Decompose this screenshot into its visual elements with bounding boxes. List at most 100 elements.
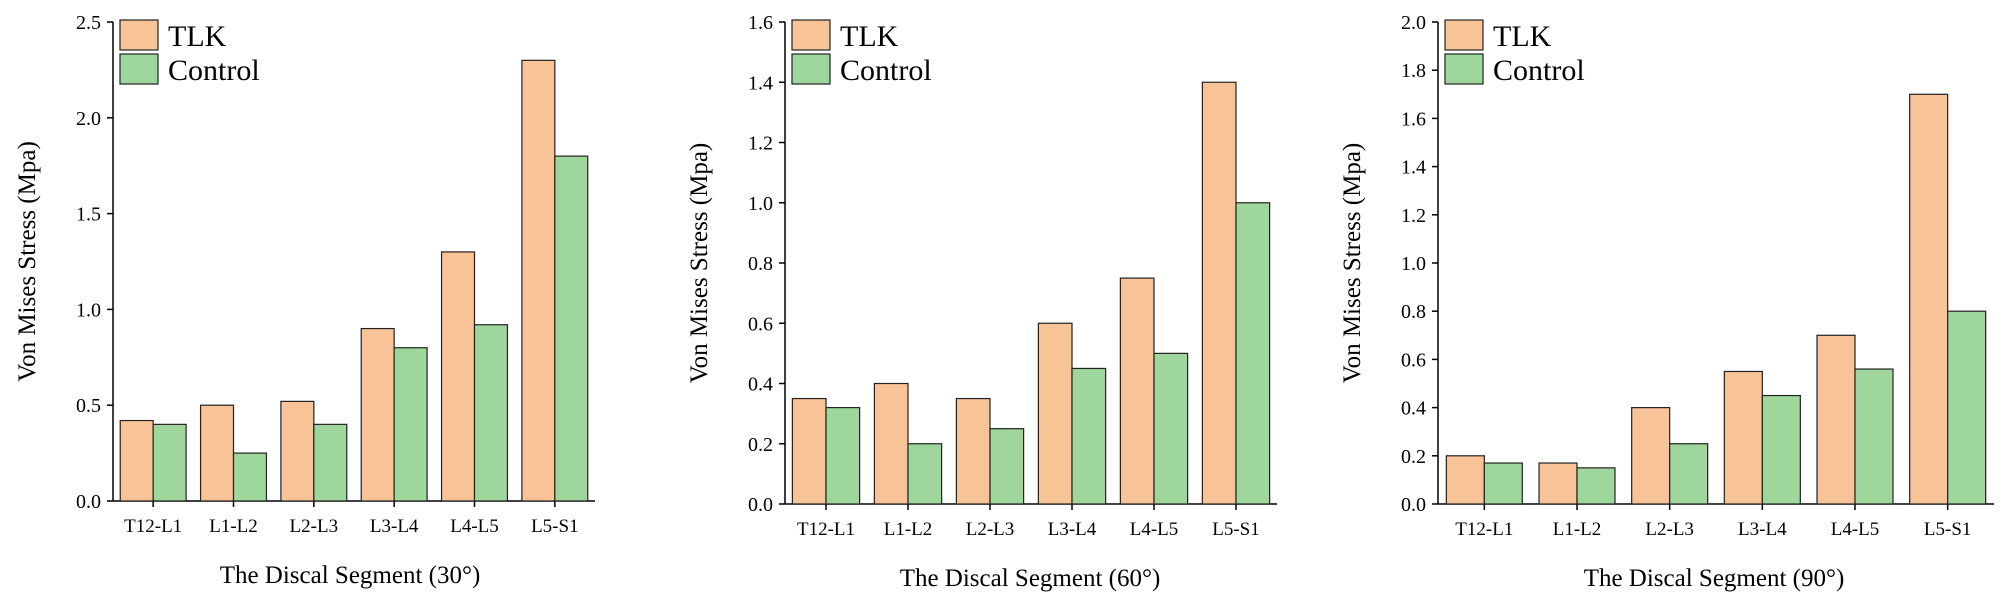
y-tick-label: 0.2 <box>748 434 773 456</box>
legend-swatch-control <box>119 53 159 85</box>
x-tick-label: L5-S1 <box>1924 519 1972 540</box>
bar-tlk-l1-l2 <box>873 382 909 505</box>
bar-control-l3-l4 <box>1071 367 1107 505</box>
x-axis-title: The Discal Segment (90°) <box>1584 565 1845 592</box>
y-tick-label: 2.0 <box>1401 12 1426 34</box>
legend-swatch-tlk <box>1444 19 1484 51</box>
bar-tlk-l5-s1 <box>521 59 556 502</box>
bar-control-l3-l4 <box>1761 394 1801 505</box>
x-tick-label: L4-L5 <box>1130 519 1179 540</box>
x-tick-label: T12-L1 <box>124 516 182 537</box>
bar-tlk-t12-l1 <box>791 397 827 505</box>
bar-control-l2-l3 <box>989 428 1025 505</box>
x-tick-label: L5-S1 <box>1212 519 1260 540</box>
y-tick-label: 0.8 <box>1401 301 1426 323</box>
bar-control-t12-l1 <box>152 423 187 502</box>
y-tick-label: 1.5 <box>76 204 101 226</box>
y-tick-label: 1.4 <box>748 72 773 94</box>
y-axis-title: Von Mises Stress (Mpa) <box>686 143 713 384</box>
x-tick-label: T12-L1 <box>1455 519 1513 540</box>
x-tick-label: L2-L3 <box>290 516 339 537</box>
bar-tlk-l2-l3 <box>955 397 991 505</box>
bar-tlk-l5-s1 <box>1201 81 1237 505</box>
bar-tlk-l5-s1 <box>1909 93 1949 505</box>
bar-control-l5-s1 <box>1235 202 1271 505</box>
bar-control-l5-s1 <box>1947 310 1987 505</box>
y-tick-label: 0.0 <box>76 491 101 513</box>
bar-control-l5-s1 <box>554 155 589 502</box>
bar-control-t12-l1 <box>1483 462 1523 505</box>
y-axis-title: Von Mises Stress (Mpa) <box>1339 143 1366 384</box>
bar-control-l4-l5 <box>473 324 509 502</box>
y-tick-label: 0.2 <box>1401 446 1426 468</box>
bar-tlk-l1-l2 <box>1538 462 1578 505</box>
y-tick-label: 1.0 <box>76 299 101 321</box>
bar-control-l2-l3 <box>313 423 348 502</box>
x-tick-label: L1-L2 <box>209 516 258 537</box>
x-tick-label: L2-L3 <box>1645 519 1694 540</box>
bar-tlk-l3-l4 <box>360 327 395 502</box>
chart-3: 0.0 0.2 0.4 0.6 0.8 1.0 1.2 1.4 1.6 1.8 2.0 Von Mis… <box>1339 12 1994 592</box>
bar-control-l4-l5 <box>1854 368 1894 505</box>
y-tick-label: 1.2 <box>1401 205 1426 227</box>
y-tick-label: 0.8 <box>748 253 773 275</box>
y-tick-label: 0.6 <box>748 313 773 335</box>
y-tick-label: 1.6 <box>1401 108 1426 130</box>
bar-control-l2-l3 <box>1669 443 1709 505</box>
bar-tlk-l4-l5 <box>1119 277 1155 505</box>
x-tick-label: L3-L4 <box>1048 519 1097 540</box>
y-tick-label: 1.2 <box>748 133 773 155</box>
chart-2: 0.0 0.2 0.4 0.6 0.8 1.0 1.2 1.4 1.6 Von Mises Str… <box>686 12 1277 592</box>
y-tick-label: 1.8 <box>1401 60 1426 82</box>
y-tick-label: 0.6 <box>1401 349 1426 371</box>
y-tick-label: 0.4 <box>1401 398 1426 420</box>
y-tick-label: 2.0 <box>76 108 101 130</box>
x-axis-title: The Discal Segment (30°) <box>220 562 481 589</box>
bar-control-l1-l2 <box>907 443 943 505</box>
y-tick-label: 1.4 <box>1401 157 1426 179</box>
bar-tlk-l3-l4 <box>1723 370 1763 505</box>
bar-control-l1-l2 <box>1576 467 1616 505</box>
bar-tlk-l2-l3 <box>280 400 315 502</box>
y-tick-label: 1.0 <box>748 193 773 215</box>
bar-control-l3-l4 <box>393 347 428 502</box>
x-tick-label: L4-L5 <box>1831 519 1880 540</box>
x-tick-label: L1-L2 <box>1553 519 1602 540</box>
x-tick-label: L2-L3 <box>966 519 1015 540</box>
y-tick-label: 0.0 <box>748 494 773 516</box>
legend-label-control: Control <box>168 54 260 87</box>
x-tick-label: L3-L4 <box>370 516 419 537</box>
x-tick-label: T12-L1 <box>797 519 855 540</box>
legend-label-control: Control <box>840 54 932 87</box>
y-axis-title: Von Mises Stress (Mpa) <box>14 141 41 382</box>
legend-label-tlk: TLK <box>168 20 227 53</box>
bar-tlk-l4-l5 <box>1816 334 1856 505</box>
x-tick-label: L4-L5 <box>450 516 499 537</box>
bar-tlk-l2-l3 <box>1631 407 1671 505</box>
y-tick-label: 2.5 <box>76 12 101 34</box>
legend-swatch-tlk <box>119 19 159 51</box>
bar-control-t12-l1 <box>825 407 861 505</box>
bar-tlk-t12-l1 <box>119 419 154 502</box>
bar-tlk-t12-l1 <box>1445 455 1485 505</box>
y-tick-label: 1.0 <box>1401 253 1426 275</box>
bar-control-l4-l5 <box>1153 352 1189 505</box>
y-tick-label: 0.5 <box>76 395 101 417</box>
x-tick-label: L1-L2 <box>884 519 933 540</box>
x-tick-label: L5-S1 <box>531 516 579 537</box>
y-tick-label: 0.0 <box>1401 494 1426 516</box>
legend-label-tlk: TLK <box>840 20 899 53</box>
x-tick-label: L3-L4 <box>1738 519 1787 540</box>
bar-tlk-l3-l4 <box>1037 322 1073 505</box>
y-tick-label: 0.4 <box>748 374 773 396</box>
y-tick-label: 1.6 <box>748 12 773 34</box>
legend-swatch-control <box>1444 53 1484 85</box>
x-axis-title: The Discal Segment (60°) <box>900 565 1161 592</box>
bar-control-l1-l2 <box>232 452 268 502</box>
legend-label-control: Control <box>1493 54 1585 87</box>
legend-swatch-control <box>791 53 831 85</box>
